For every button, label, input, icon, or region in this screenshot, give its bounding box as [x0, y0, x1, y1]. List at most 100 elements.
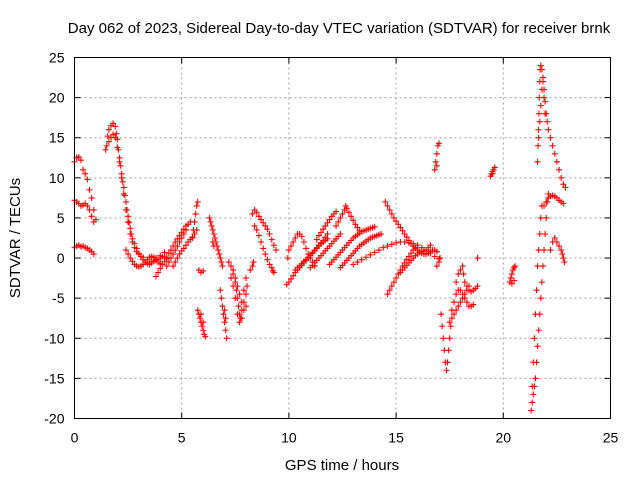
data-point [491, 164, 498, 171]
data-point [543, 198, 550, 205]
data-point [113, 130, 120, 137]
data-point [453, 279, 460, 286]
x-tick-label: 25 [603, 430, 619, 446]
data-point [551, 235, 558, 241]
data-point [199, 323, 206, 330]
data-point [208, 222, 215, 229]
data-point [200, 319, 207, 326]
data-point [193, 202, 200, 209]
x-tick-label: 20 [496, 430, 512, 446]
data-point [84, 202, 91, 209]
series-4 [105, 131, 168, 265]
data-point [207, 218, 214, 225]
data-point [457, 299, 464, 306]
series-22 [313, 208, 340, 243]
data-point [234, 311, 241, 318]
data-point [221, 319, 228, 326]
data-point [192, 210, 199, 217]
axis-ticks [74, 57, 611, 419]
data-point [174, 255, 181, 262]
data-point [221, 307, 228, 314]
series-21 [307, 230, 344, 271]
data-point [243, 303, 250, 310]
data-point [262, 251, 269, 258]
data-point [105, 126, 112, 133]
data-point [210, 243, 217, 250]
data-point [553, 239, 560, 246]
data-point [534, 263, 541, 270]
data-point [399, 227, 406, 234]
data-point [447, 323, 454, 330]
data-point [236, 291, 243, 298]
data-point [235, 303, 242, 310]
data-point [270, 242, 277, 249]
data-point [102, 146, 109, 153]
data-point [232, 295, 239, 302]
data-point [380, 244, 387, 251]
series-3 [102, 120, 170, 268]
data-point [542, 98, 549, 105]
data-point [354, 224, 361, 231]
data-point [260, 219, 267, 226]
series-7 [163, 218, 194, 270]
data-point [315, 232, 322, 239]
data-point [395, 221, 402, 228]
data-point [333, 222, 340, 229]
data-point [110, 131, 117, 138]
data-point [455, 303, 462, 310]
data-point [337, 214, 344, 221]
data-point [393, 218, 400, 225]
data-point [535, 110, 542, 117]
series-36 [474, 255, 481, 262]
y-tick-label: 5 [57, 210, 65, 226]
data-point [80, 166, 87, 173]
series-14 [225, 259, 251, 326]
data-point [463, 283, 470, 290]
data-point [511, 277, 518, 284]
data-point [335, 218, 342, 225]
data-point [266, 261, 273, 268]
data-point [247, 267, 254, 274]
data-point [206, 214, 213, 221]
data-point [547, 247, 554, 254]
data-point [228, 263, 235, 270]
series-38 [506, 263, 519, 287]
data-point [155, 269, 162, 276]
data-point [535, 126, 542, 133]
data-point [322, 222, 329, 229]
data-point [288, 243, 295, 250]
series-9 [189, 198, 201, 241]
data-point [90, 218, 97, 225]
data-point [126, 219, 133, 226]
data-point [249, 210, 256, 217]
data-point [457, 267, 464, 274]
data-point [90, 251, 97, 258]
data-point [174, 235, 181, 242]
series-37 [487, 164, 498, 180]
data-point [343, 205, 350, 212]
data-point [448, 307, 455, 314]
data-point [457, 287, 464, 294]
data-point [116, 158, 123, 165]
data-point [238, 299, 245, 306]
series-41 [534, 62, 569, 191]
data-point [352, 221, 359, 228]
data-point [219, 263, 226, 270]
data-point [553, 158, 560, 165]
data-point [117, 162, 124, 169]
data-point [537, 214, 544, 221]
series-29 [397, 242, 434, 276]
y-tick-label: 25 [49, 50, 65, 66]
data-point [88, 194, 95, 201]
data-point [268, 264, 275, 271]
data-point [222, 327, 229, 334]
data-point [119, 178, 126, 185]
data-point [450, 311, 457, 318]
x-tick-label: 15 [388, 430, 404, 446]
data-point [218, 295, 225, 302]
data-point [288, 275, 295, 282]
data-point [530, 391, 537, 398]
data-point [460, 271, 467, 278]
data-point [333, 208, 340, 215]
data-point [390, 214, 397, 221]
